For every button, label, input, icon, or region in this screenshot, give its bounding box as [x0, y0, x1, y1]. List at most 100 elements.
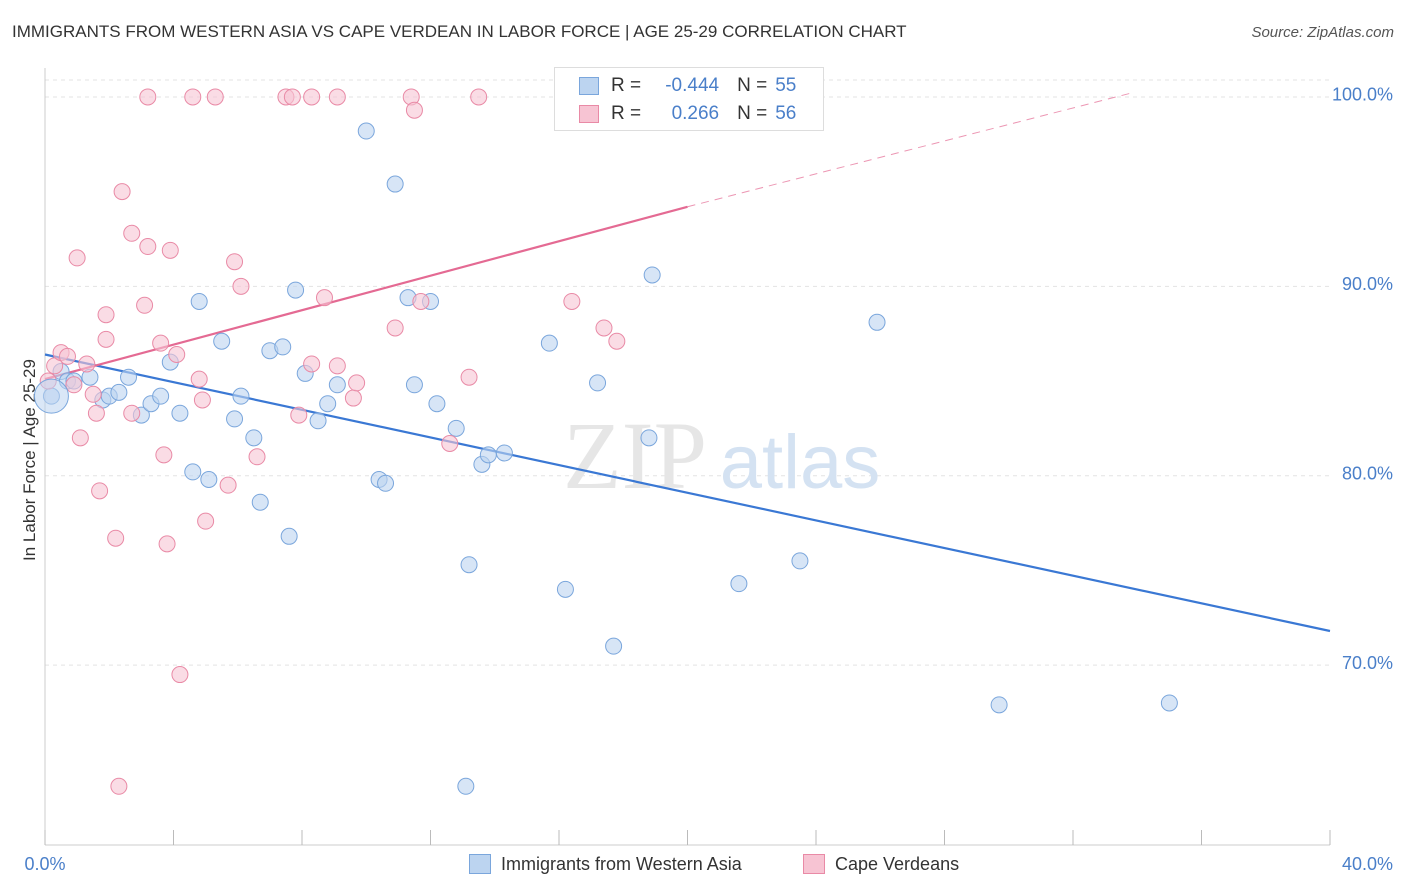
- western-asia-point: [640, 429, 658, 447]
- cape-verdean-point: [84, 385, 102, 403]
- cape-verdean-point: [184, 88, 202, 106]
- cape-verdean-point: [71, 429, 89, 447]
- cape-verdean-point: [283, 88, 301, 106]
- legend-swatch-blue: [469, 854, 491, 874]
- r-value: -0.444: [665, 75, 720, 96]
- cape-verdean-point: [110, 777, 128, 795]
- legend-swatch-blue: [579, 77, 599, 95]
- cape-verdean-point: [193, 391, 211, 409]
- western-asia-point: [357, 122, 375, 140]
- western-asia-trend-line: [44, 353, 1331, 633]
- tick-labels: 70.0% 80.0% 90.0% 100.0% 0.0% 40.0%: [24, 85, 1393, 874]
- y-tick-label: 70.0%: [1342, 653, 1393, 673]
- western-asia-point: [190, 292, 208, 310]
- r-label: R =: [611, 103, 642, 124]
- cape-verdean-point: [91, 482, 109, 500]
- n-label: N =: [737, 103, 768, 124]
- cape-verdean-point: [226, 253, 244, 271]
- western-asia-point: [200, 470, 218, 488]
- cape-verdean-point: [315, 289, 333, 307]
- cape-verdean-point: [608, 332, 626, 350]
- western-asia-point: [540, 334, 558, 352]
- cape-verdean-point: [303, 88, 321, 106]
- legend-item-western-asia: Immigrants from Western Asia: [469, 852, 742, 876]
- western-asia-point: [171, 404, 189, 422]
- cape-verdean-point: [68, 249, 86, 267]
- cape-verdean-point: [97, 330, 115, 348]
- western-asia-point: [405, 376, 423, 394]
- legend-row-western-asia: R = -0.444 N = 55: [579, 73, 796, 99]
- cape-verdean-point: [563, 292, 581, 310]
- western-asia-point: [280, 527, 298, 545]
- cape-verdean-point: [123, 404, 141, 422]
- n-value: 55: [775, 75, 797, 96]
- western-asia-point: [605, 637, 623, 655]
- western-asia-point: [184, 463, 202, 481]
- cape-verdean-point: [460, 368, 478, 386]
- western-asia-point: [990, 696, 1008, 714]
- western-asia-point: [386, 175, 404, 193]
- western-asia-point: [589, 374, 607, 392]
- stats-legend: R = -0.444 N = 55 R = 0.266 N = 56: [554, 67, 824, 131]
- western-asia-point: [730, 575, 748, 593]
- cape-verdean-point: [107, 529, 125, 547]
- x-tick-label: 0.0%: [24, 854, 65, 874]
- western-asia-point: [457, 777, 475, 795]
- cape-verdean-point: [248, 448, 266, 466]
- n-value: 56: [775, 103, 797, 124]
- cape-verdean-point: [136, 296, 154, 314]
- cape-verdean-point: [168, 345, 186, 363]
- western-asia-point: [274, 338, 292, 356]
- y-tick-label: 80.0%: [1342, 463, 1393, 483]
- cape-verdean-point: [348, 374, 366, 392]
- x-tick-label: 40.0%: [1342, 854, 1393, 874]
- western-asia-point: [120, 368, 138, 386]
- cape-verdean-point: [405, 101, 423, 119]
- legend-swatch-pink: [803, 854, 825, 874]
- western-asia-point: [791, 552, 809, 570]
- cape-verdean-point: [595, 319, 613, 337]
- legend-label-western-asia: Immigrants from Western Asia: [501, 853, 742, 874]
- cape-verdean-point: [441, 435, 459, 453]
- cape-verdean-point: [155, 446, 173, 464]
- grid-lines: [45, 79, 1330, 666]
- cape-verdean-point: [412, 292, 430, 310]
- n-label: N =: [737, 75, 768, 96]
- cape-verdean-point: [290, 406, 308, 424]
- western-asia-point: [152, 387, 170, 405]
- legend-row-cape-verdeans: R = 0.266 N = 56: [579, 101, 796, 127]
- data-points: [33, 88, 1178, 795]
- cape-verdean-point: [328, 88, 346, 106]
- cape-verdean-point: [386, 319, 404, 337]
- cape-verdean-point: [97, 306, 115, 324]
- legend-item-cape-verdeans: Cape Verdeans: [803, 852, 959, 876]
- cape-verdean-point: [152, 334, 170, 352]
- western-asia-point: [287, 281, 305, 299]
- cape-verdean-trend-line: [44, 205, 688, 381]
- cape-verdean-point: [123, 224, 141, 242]
- western-asia-point: [428, 395, 446, 413]
- cape-verdean-point: [219, 476, 237, 494]
- cape-verdean-point: [78, 355, 96, 373]
- cape-verdean-point: [470, 88, 488, 106]
- western-asia-point: [868, 313, 886, 331]
- western-asia-point: [1160, 694, 1178, 712]
- cape-verdean-point: [139, 88, 157, 106]
- axes: [44, 68, 1331, 846]
- y-tick-label: 100.0%: [1332, 85, 1393, 105]
- cape-verdean-point: [206, 88, 224, 106]
- western-asia-point: [213, 332, 231, 350]
- western-asia-point: [377, 474, 395, 492]
- western-asia-point: [479, 446, 497, 464]
- cape-verdean-point: [158, 535, 176, 553]
- cape-verdean-point: [328, 357, 346, 375]
- western-asia-point: [328, 376, 346, 394]
- western-asia-point: [460, 556, 478, 574]
- western-asia-point: [643, 266, 661, 284]
- source-credit: Source: ZipAtlas.com: [1251, 24, 1394, 41]
- cape-verdean-point: [58, 347, 76, 365]
- western-asia-point: [232, 387, 250, 405]
- western-asia-point: [447, 419, 465, 437]
- cape-verdean-point: [232, 277, 250, 295]
